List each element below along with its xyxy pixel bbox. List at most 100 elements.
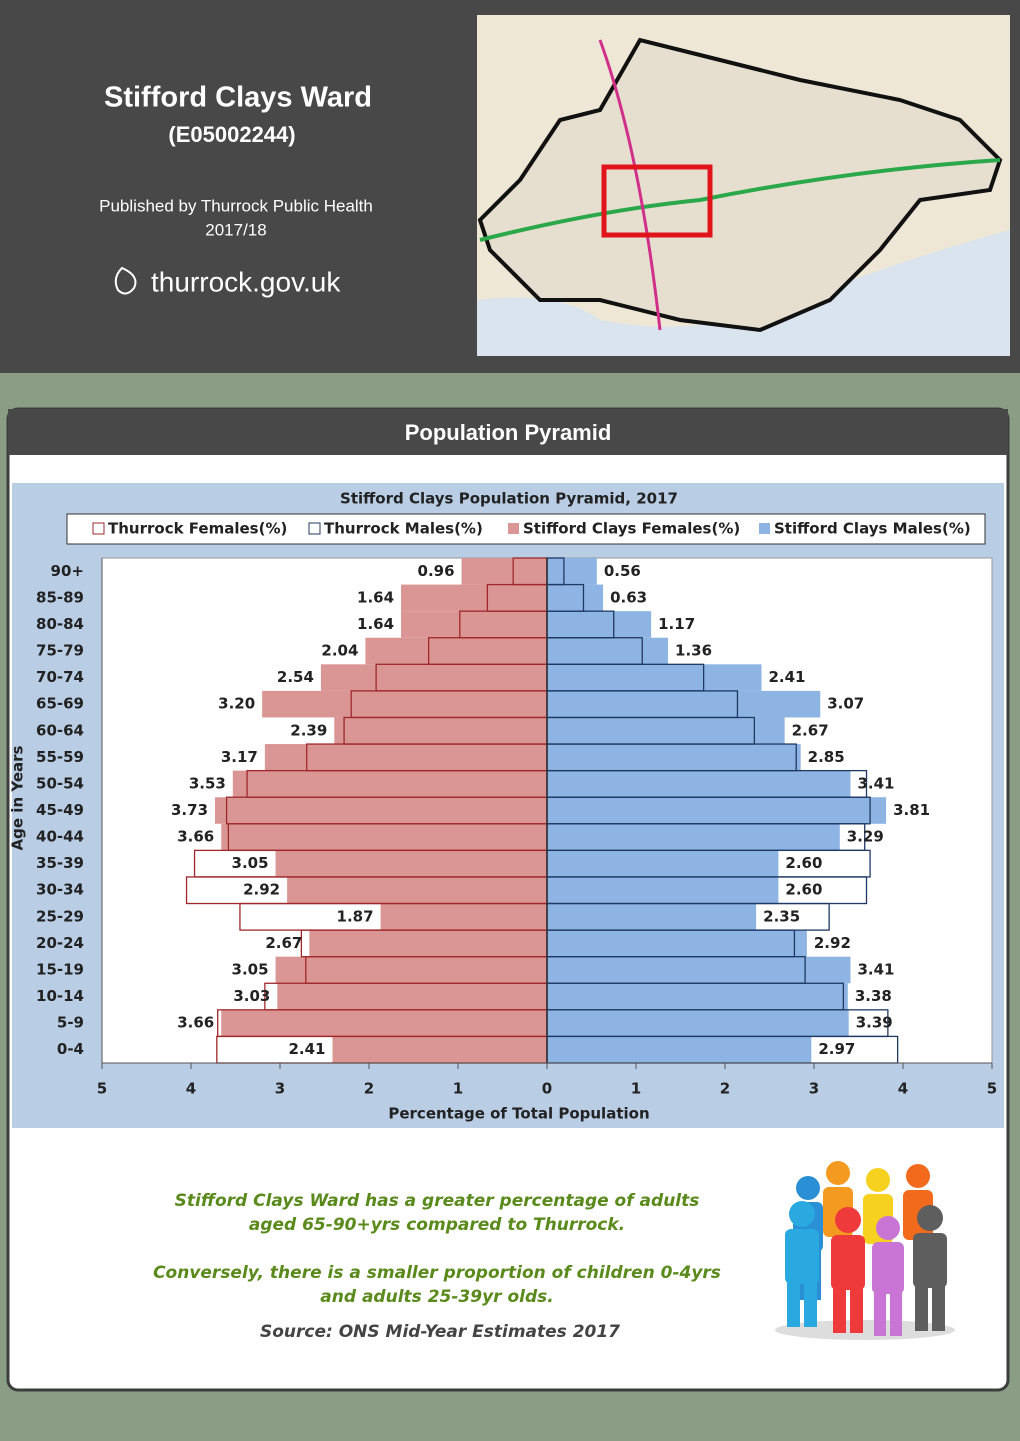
y-tick-label: 45-49 [36,801,84,819]
shadow [775,1320,955,1340]
x-tick-label: 3 [809,1080,819,1098]
data-label: 3.53 [189,774,226,792]
y-tick-label: 40-44 [36,828,84,846]
y-tick-label: 85-89 [36,588,84,606]
bar [215,797,547,824]
bar [547,664,762,691]
bar [380,903,547,931]
note-line: and adults 25-39yr olds. [320,1287,553,1307]
bar [547,797,887,824]
bar [275,956,547,984]
x-tick-label: 2 [720,1080,730,1098]
data-label: 3.20 [218,695,255,713]
data-label: 3.66 [177,1014,214,1032]
legend [66,513,986,545]
legend-swatch [308,522,321,535]
data-label: 2.35 [763,907,800,925]
data-label: 1.64 [357,615,394,633]
map-boundary [477,37,1003,333]
bar [401,584,547,612]
bar [277,983,547,1010]
x-tick-label: 5 [987,1080,997,1098]
data-label: 2.54 [277,668,314,686]
y-tick-label: 10-14 [36,987,84,1005]
bar [547,770,851,798]
note-line: Conversely, there is a smaller proportio… [153,1263,721,1283]
logo-leaf [114,266,137,295]
map-highlight [601,164,713,238]
bar [334,717,547,745]
legend-swatch [508,523,519,534]
x-tick-label: 1 [453,1080,463,1098]
data-label: 2.60 [785,881,822,899]
legend-label: Stifford Clays Males(%) [774,520,971,538]
x-tick-label: 3 [275,1080,285,1098]
y-tick-label: 30-34 [36,881,84,899]
y-tick-label: 15-19 [36,960,84,978]
pyramid: 5 4 3 2 1 0 1 2 3 4 5 90+ 85-89 80-84 75-79 70-74 65-69 6… [36,520,997,1098]
data-label: 2.39 [290,721,327,739]
data-label: 3.07 [827,695,864,713]
data-label: 3.41 [857,960,894,978]
data-label: 2.67 [265,934,302,952]
bar [547,717,785,745]
bar [547,956,851,984]
y-axis-label: Age in Years [9,745,27,850]
legend-label: Thurrock Females(%) [108,520,287,538]
data-label: 0.96 [418,562,455,580]
logo: thurrock.gov.uk [114,266,341,297]
x-tick-label: 0 [542,1080,552,1098]
bar [547,637,669,665]
bar [461,558,547,585]
data-label: 1.36 [675,642,712,660]
x-tick-label: 2 [364,1080,374,1098]
legend-swatch [759,523,770,534]
bar [547,876,779,904]
data-label: 2.04 [321,642,358,660]
bar [401,611,547,638]
data-label: 3.05 [232,854,269,872]
y-tick-label: 80-84 [36,615,84,633]
y-tick-label: 90+ [51,562,84,580]
data-label: 2.41 [288,1040,325,1058]
data-label: 3.41 [857,774,894,792]
data-label: 3.05 [232,960,269,978]
publisher: Published by Thurrock Public Health [99,196,373,215]
bar [547,903,757,931]
bar [547,930,807,957]
data-label: 2.97 [818,1040,855,1058]
data-label: 0.63 [610,588,647,606]
bar [547,558,597,585]
y-tick-label: 5-9 [57,1014,84,1032]
x-tick-label: 5 [97,1080,107,1098]
data-label: 2.41 [768,668,805,686]
x-axis-label: Percentage of Total Population [388,1105,649,1123]
data-label: 2.92 [814,934,851,952]
legend-label: Thurrock Males(%) [324,520,483,538]
bar [232,770,547,798]
bar [547,1009,849,1037]
y-tick-label: 55-59 [36,748,84,766]
map-river [477,230,1010,356]
data-label: 3.29 [847,828,884,846]
data-label: 3.39 [856,1014,893,1032]
bar [221,1009,547,1037]
note-line: Stifford Clays Ward has a greater percen… [175,1191,700,1211]
bar [547,584,604,612]
bar [365,637,547,665]
x-tick-label: 4 [186,1080,196,1098]
period: 2017/18 [205,220,266,239]
y-tick-label: 20-24 [36,934,84,952]
website: thurrock.gov.uk [151,266,341,297]
data-label: 2.85 [808,748,845,766]
panel-heading-band [8,409,1008,455]
data-label: 0.56 [604,562,641,580]
bar [309,930,547,957]
people-illustration [775,1161,955,1340]
data-label: 3.38 [855,987,892,1005]
bar [332,1036,547,1063]
bar [547,611,652,638]
ward-code: (E05002244) [168,122,295,147]
chart-title: Stifford Clays Population Pyramid, 2017 [340,490,678,508]
